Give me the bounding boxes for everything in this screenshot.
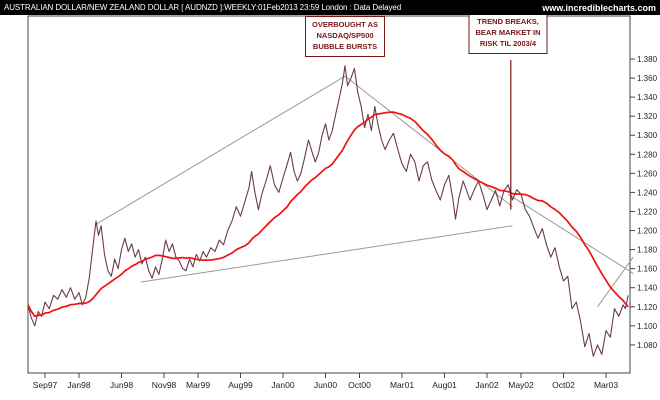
svg-text:Sep97: Sep97 — [33, 380, 58, 390]
svg-text:Oct00: Oct00 — [348, 380, 371, 390]
annotation-line: BEAR MARKET IN — [475, 27, 541, 37]
svg-text:1.180: 1.180 — [637, 246, 658, 255]
svg-text:Jan02: Jan02 — [475, 380, 498, 390]
svg-text:Jun98: Jun98 — [110, 380, 133, 390]
svg-text:Mar03: Mar03 — [594, 380, 618, 390]
svg-text:1.340: 1.340 — [637, 93, 658, 102]
annotation-line: TREND BREAKS, — [477, 17, 539, 26]
annotation-line: NASDAQ/SP500 — [316, 30, 374, 40]
svg-text:1.160: 1.160 — [637, 265, 658, 274]
svg-text:Aug01: Aug01 — [432, 380, 457, 390]
svg-text:1.280: 1.280 — [637, 150, 658, 159]
svg-text:1.220: 1.220 — [637, 207, 658, 216]
annotation-trend-breaks-box: TREND BREAKS, BEAR MARKET IN RISK TIL 20… — [468, 13, 548, 54]
svg-text:1.120: 1.120 — [637, 303, 658, 312]
annotation-line: OVERBOUGHT AS — [312, 20, 378, 29]
annotation-line: RISK TIL 2003/4 — [479, 38, 537, 48]
chart-title: AUSTRALIAN DOLLAR/NEW ZEALAND DOLLAR [ A… — [4, 3, 402, 12]
svg-text:1.320: 1.320 — [637, 112, 658, 121]
svg-text:1.260: 1.260 — [637, 169, 658, 178]
svg-text:Jan98: Jan98 — [67, 380, 90, 390]
svg-text:1.360: 1.360 — [637, 74, 658, 83]
titlebar: AUSTRALIAN DOLLAR/NEW ZEALAND DOLLAR [ A… — [0, 0, 660, 15]
svg-text:1.300: 1.300 — [637, 131, 658, 140]
svg-text:1.140: 1.140 — [637, 284, 658, 293]
svg-text:1.200: 1.200 — [637, 227, 658, 236]
svg-text:1.080: 1.080 — [637, 341, 658, 350]
svg-text:Nov98: Nov98 — [152, 380, 177, 390]
incrediblecharts-logo[interactable]: www.incrediblecharts.com — [542, 2, 656, 13]
annotation-overbought-box: OVERBOUGHT AS NASDAQ/SP500 BUBBLE BURSTS — [305, 16, 385, 57]
svg-text:May02: May02 — [508, 380, 534, 390]
svg-text:Aug99: Aug99 — [228, 380, 253, 390]
annotation-line: BUBBLE BURSTS — [312, 41, 378, 51]
svg-text:1.100: 1.100 — [637, 322, 658, 331]
svg-text:Mar01: Mar01 — [390, 380, 414, 390]
svg-text:1.380: 1.380 — [637, 55, 658, 64]
svg-text:Jun00: Jun00 — [314, 380, 337, 390]
svg-text:Mar99: Mar99 — [186, 380, 210, 390]
svg-text:Oct02: Oct02 — [552, 380, 575, 390]
svg-text:1.240: 1.240 — [637, 188, 658, 197]
svg-text:Jan00: Jan00 — [271, 380, 294, 390]
